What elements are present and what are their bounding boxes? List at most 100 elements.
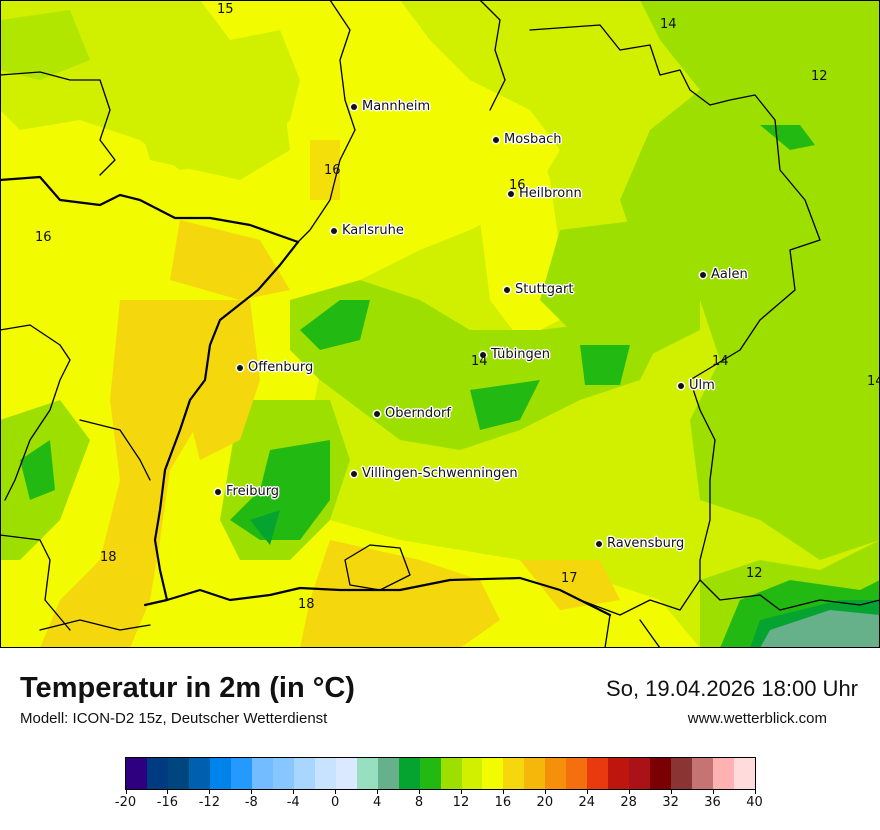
- colorbar-segment: [398, 758, 420, 789]
- colorbar-segment: [503, 758, 525, 789]
- city-name: Ravensburg: [607, 536, 685, 551]
- city-marker-icon: [504, 286, 510, 293]
- colorbar-tick: [419, 789, 421, 794]
- colorbar-tick: [754, 789, 756, 794]
- colorbar-tick-label: 16: [494, 795, 512, 810]
- colorbar-segment: [377, 758, 399, 789]
- colorbar-tick: [712, 789, 714, 794]
- city-label: Tübingen: [480, 347, 550, 362]
- city-marker-icon: [508, 190, 514, 197]
- colorbar-tick: [586, 789, 588, 794]
- city-name: Karlsruhe: [342, 223, 404, 238]
- city-label: Stuttgart: [504, 282, 573, 297]
- colorbar-tick: [670, 789, 672, 794]
- city-name: Stuttgart: [515, 282, 574, 297]
- colorbar-tick: [628, 789, 630, 794]
- colorbar-segment: [482, 758, 504, 789]
- colorbar-segment: [209, 758, 231, 789]
- colorbar-tick-label: 4: [372, 795, 382, 810]
- contour-label: 14: [471, 354, 488, 369]
- colorbar-tick: [251, 789, 253, 794]
- colorbar-segment: [461, 758, 483, 789]
- city-label: Ulm: [678, 378, 715, 393]
- city-label: Freiburg: [215, 484, 279, 499]
- city-label: Offenburg: [237, 360, 313, 375]
- city-label: Mosbach: [493, 132, 562, 147]
- website-link[interactable]: www.wetterblick.com: [687, 710, 827, 727]
- colorbar-tick-label: 0: [331, 795, 340, 810]
- city-marker-icon: [700, 271, 706, 278]
- colorbar-tick-label: -20: [114, 795, 137, 810]
- city-marker-icon: [351, 103, 357, 110]
- city-label: Karlsruhe: [331, 223, 404, 238]
- colorbar-tick-label: -4: [286, 795, 300, 810]
- map-footer: Temperatur in 2m (in °C) Modell: ICON-D2…: [0, 648, 880, 830]
- contour-label: 12: [811, 69, 828, 84]
- contour-label: 16: [324, 163, 341, 178]
- colorbar-segment: [713, 758, 735, 789]
- colorbar-tick-label: -16: [156, 795, 179, 810]
- colorbar-tick-label: 20: [536, 795, 554, 810]
- colorbar-segment: [545, 758, 567, 789]
- contour-label: 18: [100, 550, 117, 565]
- colorbar-segment: [293, 758, 315, 789]
- colorbar-ticks: -20 -16 -12 -8 -4 0 4 8 12 16 20 24 28 32 36 40: [115, 789, 763, 819]
- colorbar-segment: [272, 758, 294, 789]
- colorbar-tick: [167, 789, 169, 794]
- city-marker-icon: [480, 351, 486, 358]
- colorbar-segment: [188, 758, 210, 789]
- colorbar-segment: [356, 758, 378, 789]
- city-marker-icon: [596, 540, 602, 547]
- contour-label: 14: [867, 374, 880, 389]
- city-marker-icon: [331, 227, 337, 234]
- colorbar-tick-label: 28: [620, 795, 637, 810]
- colorbar-segment: [146, 758, 168, 789]
- temperature-field: [0, 0, 880, 648]
- city-label: Aalen: [700, 267, 748, 282]
- colorbar-segment: [335, 758, 357, 789]
- colorbar-tick-label: 24: [578, 795, 596, 810]
- city-marker-icon: [351, 470, 357, 477]
- colorbar-segment: [692, 758, 714, 789]
- city-name: Aalen: [711, 267, 748, 282]
- city-name: Mosbach: [504, 132, 562, 147]
- colorbar-tick-label: 40: [746, 795, 763, 810]
- contour-label: 12: [746, 566, 763, 581]
- colorbar-tick-label: 32: [662, 795, 679, 810]
- temperature-map: Mannheim Mosbach Heilbronn Karlsruhe Aalen St…: [0, 0, 880, 648]
- colorbar-tick-label: -8: [244, 795, 258, 810]
- city-name: Offenburg: [248, 360, 314, 375]
- model-info: Modell: ICON-D2 15z, Deutscher Wetterdie…: [20, 710, 328, 727]
- colorbar-tick: [544, 789, 546, 794]
- city-name: Heilbronn: [519, 186, 582, 201]
- contour-label: 14: [712, 354, 729, 369]
- city-label: Oberndorf: [374, 406, 451, 421]
- colorbar-tick: [293, 789, 295, 794]
- colorbar-segment: [440, 758, 462, 789]
- colorbar-segment: [167, 758, 189, 789]
- colorbar-tick-label: 36: [704, 795, 721, 810]
- city-label: Villingen-Schwenningen: [351, 466, 518, 481]
- city-marker-icon: [374, 410, 380, 417]
- city-name: Ulm: [689, 378, 715, 393]
- contour-label: 14: [660, 17, 677, 32]
- colorbar-segment: [650, 758, 672, 789]
- colorbar-segment: [126, 758, 147, 789]
- city-name: Tübingen: [491, 347, 550, 362]
- city-label: Mannheim: [351, 99, 430, 114]
- colorbar-segment: [230, 758, 252, 789]
- city-name: Villingen-Schwenningen: [362, 466, 518, 481]
- colorbar-segment: [734, 758, 756, 789]
- colorbar-segment: [524, 758, 546, 789]
- colorbar-segment: [608, 758, 630, 789]
- map-title: Temperatur in 2m (in °C): [20, 672, 355, 704]
- city-label: Heilbronn: [508, 186, 582, 201]
- colorbar-tick: [209, 789, 211, 794]
- colorbar-tick-label: 8: [414, 795, 424, 810]
- city-label: Ravensburg: [596, 536, 684, 551]
- colorbar-segment: [419, 758, 441, 789]
- city-name: Freiburg: [226, 484, 280, 499]
- city-marker-icon: [493, 136, 499, 143]
- temperature-colorbar: [125, 757, 756, 790]
- colorbar-tick: [502, 789, 504, 794]
